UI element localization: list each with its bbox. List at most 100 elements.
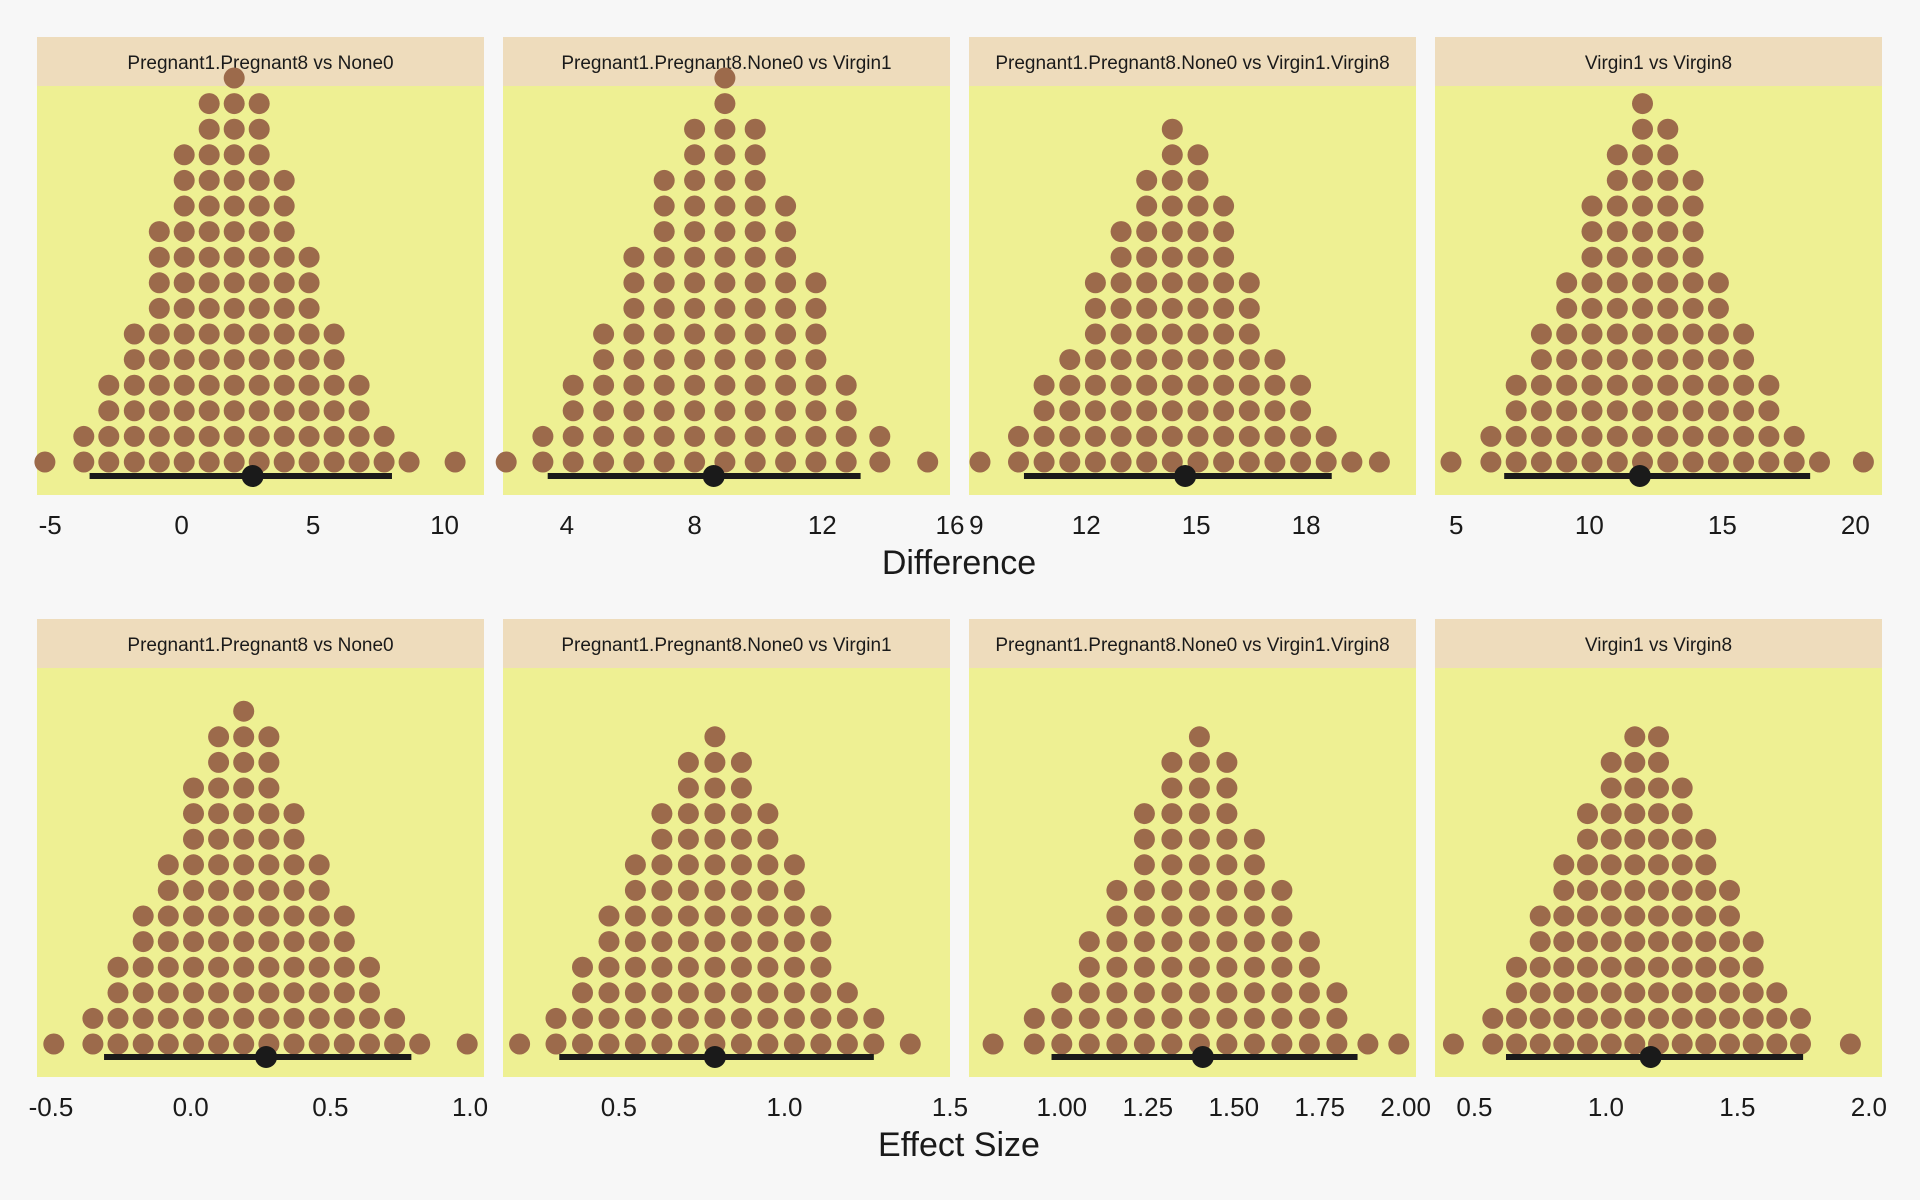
data-dot (783, 1007, 805, 1029)
data-dot (1657, 246, 1679, 268)
data-dot (198, 144, 220, 166)
data-dot (1084, 400, 1106, 422)
data-dot (1298, 1007, 1320, 1029)
x-tick-label: 10 (1575, 510, 1604, 540)
data-dot (1648, 982, 1669, 1004)
data-dot (1682, 246, 1704, 268)
data-dot (810, 982, 832, 1004)
data-dot (148, 374, 170, 396)
data-dot (1033, 451, 1055, 473)
data-dot (836, 982, 858, 1004)
data-dot (1758, 425, 1780, 447)
data-dot (1264, 374, 1286, 396)
data-dot (1216, 905, 1238, 927)
data-dot (157, 956, 179, 978)
data-dot (593, 349, 615, 371)
data-dot (1600, 1033, 1622, 1055)
point-estimate-marker (1191, 1046, 1214, 1068)
data-dot (1059, 349, 1081, 371)
data-dot (1809, 451, 1830, 473)
data-dot (208, 777, 230, 799)
data-dot (653, 323, 675, 345)
data-dot (258, 956, 280, 978)
data-dot (333, 1007, 355, 1029)
data-dot (1632, 144, 1653, 166)
data-dot (283, 1033, 305, 1055)
data-dot (805, 374, 827, 396)
data-dot (1110, 221, 1132, 243)
data-dot (1136, 451, 1158, 473)
data-dot (653, 425, 675, 447)
data-dot (208, 726, 230, 748)
data-dot (107, 956, 129, 978)
data-dot (1106, 931, 1128, 953)
data-dot (1553, 854, 1575, 876)
data-dot (1600, 905, 1622, 927)
data-dot (1188, 1007, 1210, 1029)
data-dot (1136, 221, 1158, 243)
facet-title: Virgin1 vs Virgin8 (1585, 53, 1732, 74)
data-dot (1238, 297, 1260, 319)
data-dot (684, 144, 706, 166)
data-dot (1133, 828, 1155, 850)
data-dot (323, 425, 345, 447)
facet-title: Pregnant1.Pregnant8.None0 vs Virgin1 (561, 53, 891, 74)
data-dot (384, 1007, 406, 1029)
data-dot (73, 425, 95, 447)
data-dot (1600, 828, 1622, 850)
data-dot (1577, 905, 1598, 927)
data-dot (757, 982, 779, 1004)
data-dot (1216, 803, 1238, 825)
x-tick-label: 1.25 (1122, 1092, 1173, 1122)
data-dot (1084, 425, 1106, 447)
data-dot (308, 854, 330, 876)
data-dot (677, 982, 699, 1004)
x-tick-label: 1.5 (932, 1092, 968, 1122)
data-dot (283, 803, 305, 825)
data-dot (1506, 956, 1527, 978)
data-dot (623, 246, 645, 268)
data-dot (1852, 451, 1874, 473)
data-dot (1556, 451, 1578, 473)
data-dot (730, 879, 752, 901)
data-dot (173, 195, 195, 217)
data-dot (744, 221, 766, 243)
data-dot (757, 828, 779, 850)
data-dot (1161, 400, 1183, 422)
data-dot (1271, 879, 1293, 901)
data-dot (1632, 93, 1653, 115)
data-dot (624, 1033, 646, 1055)
data-dot (1482, 1033, 1504, 1055)
data-dot (1133, 905, 1155, 927)
data-dot (1161, 905, 1183, 927)
data-dot (1023, 1007, 1045, 1029)
data-dot (684, 195, 706, 217)
data-dot (704, 982, 726, 1004)
data-dot (248, 272, 270, 294)
data-dot (173, 349, 195, 371)
data-dot (1606, 297, 1628, 319)
data-dot (1671, 905, 1693, 927)
data-dot (730, 956, 752, 978)
data-dot (1271, 905, 1293, 927)
data-dot (545, 1007, 567, 1029)
data-dot (651, 1007, 673, 1029)
data-dot (1188, 879, 1210, 901)
data-dot (1213, 425, 1235, 447)
data-dot (1106, 879, 1128, 901)
data-dot (783, 931, 805, 953)
data-dot (704, 751, 726, 773)
x-tick-label: 10 (430, 510, 459, 540)
data-dot (714, 297, 736, 319)
data-dot (1600, 931, 1622, 953)
data-dot (704, 803, 726, 825)
data-dot (1078, 982, 1100, 1004)
data-dot (132, 1033, 154, 1055)
data-dot (677, 854, 699, 876)
data-dot (258, 828, 280, 850)
data-dot (148, 323, 170, 345)
data-dot (1187, 195, 1209, 217)
data-dot (123, 400, 145, 422)
data-dot (233, 700, 255, 722)
data-dot (248, 221, 270, 243)
